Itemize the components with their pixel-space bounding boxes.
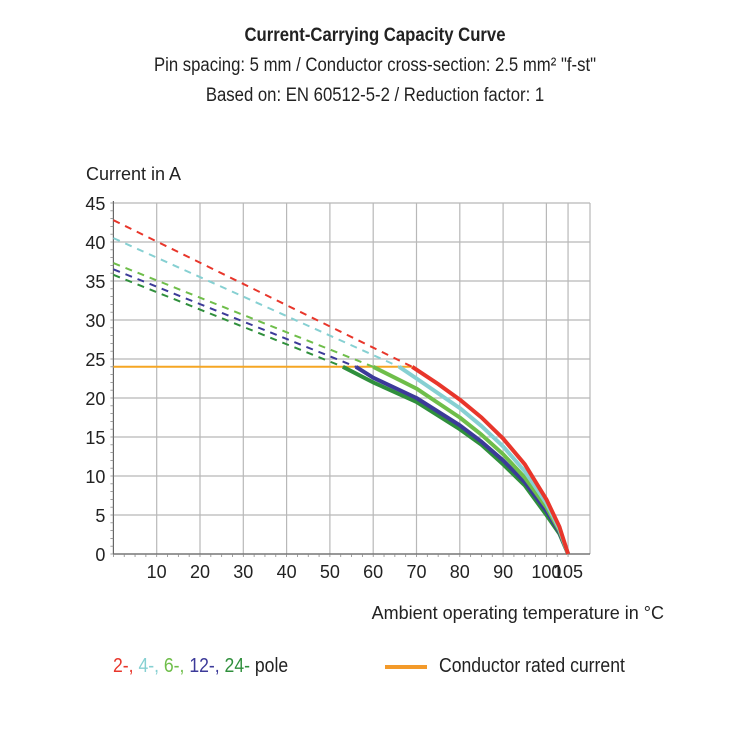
x-tick-label: 80 bbox=[450, 562, 470, 582]
series-12-pole-curve bbox=[354, 365, 570, 555]
y-tick-label: 40 bbox=[85, 233, 105, 253]
y-tick-label: 35 bbox=[85, 272, 105, 292]
x-tick-label: 20 bbox=[190, 562, 210, 582]
y-tick-label: 45 bbox=[85, 194, 105, 214]
legend-rated-label: Conductor rated current bbox=[439, 655, 625, 677]
legend-entry-24-pole: 24- bbox=[224, 655, 250, 677]
series-24-pole-extrapolated bbox=[113, 273, 344, 368]
x-tick-label: 60 bbox=[363, 562, 383, 582]
legend-rated-current: Conductor rated current bbox=[385, 655, 650, 678]
legend-orange-swatch bbox=[385, 664, 427, 669]
x-tick-label: 100 bbox=[531, 562, 561, 582]
x-tick-label: 50 bbox=[320, 562, 340, 582]
x-axis-label: Ambient operating temperature in °C bbox=[372, 603, 664, 623]
chart-title: Current-Carrying Capacity Curve bbox=[244, 25, 506, 46]
y-tick-label: 10 bbox=[85, 467, 105, 487]
x-tick-label: 105 bbox=[553, 562, 583, 582]
x-tick-label: 30 bbox=[233, 562, 253, 582]
y-tick-label: 30 bbox=[85, 311, 105, 331]
legend-entry-12-pole: 12-, bbox=[189, 655, 225, 677]
y-tick-label: 25 bbox=[85, 350, 105, 370]
legend-entry-4-pole: 4-, bbox=[138, 655, 164, 677]
y-tick-label: 15 bbox=[85, 428, 105, 448]
chart-subtitle-1: Pin spacing: 5 mm / Conductor cross-sect… bbox=[153, 55, 597, 76]
legend-pole-suffix: pole bbox=[249, 655, 289, 677]
legend-entry-2-pole: 2-, bbox=[113, 655, 139, 677]
series-12-pole-extrapolated bbox=[113, 268, 357, 368]
x-tick-label: 40 bbox=[277, 562, 297, 582]
x-tick-label: 90 bbox=[493, 562, 513, 582]
y-tick-label: 5 bbox=[95, 506, 105, 526]
series-4-pole-extrapolated bbox=[112, 237, 400, 368]
legend-entry-6-pole: 6-, bbox=[163, 655, 190, 677]
series-2-pole-extrapolated bbox=[112, 219, 413, 368]
x-tick-label: 10 bbox=[147, 562, 167, 582]
y-tick-label: 20 bbox=[85, 389, 105, 409]
y-tick-label: 0 bbox=[95, 545, 105, 565]
x-tick-label: 70 bbox=[406, 562, 426, 582]
series-2-pole-curve bbox=[411, 365, 571, 555]
chart-subtitle-2: Based on: EN 60512-5-2 / Reduction facto… bbox=[205, 85, 545, 106]
legend-poles: 2-, 4-, 6-, 12-, 24- pole bbox=[113, 655, 288, 678]
y-axis-label: Current in A bbox=[86, 164, 181, 184]
